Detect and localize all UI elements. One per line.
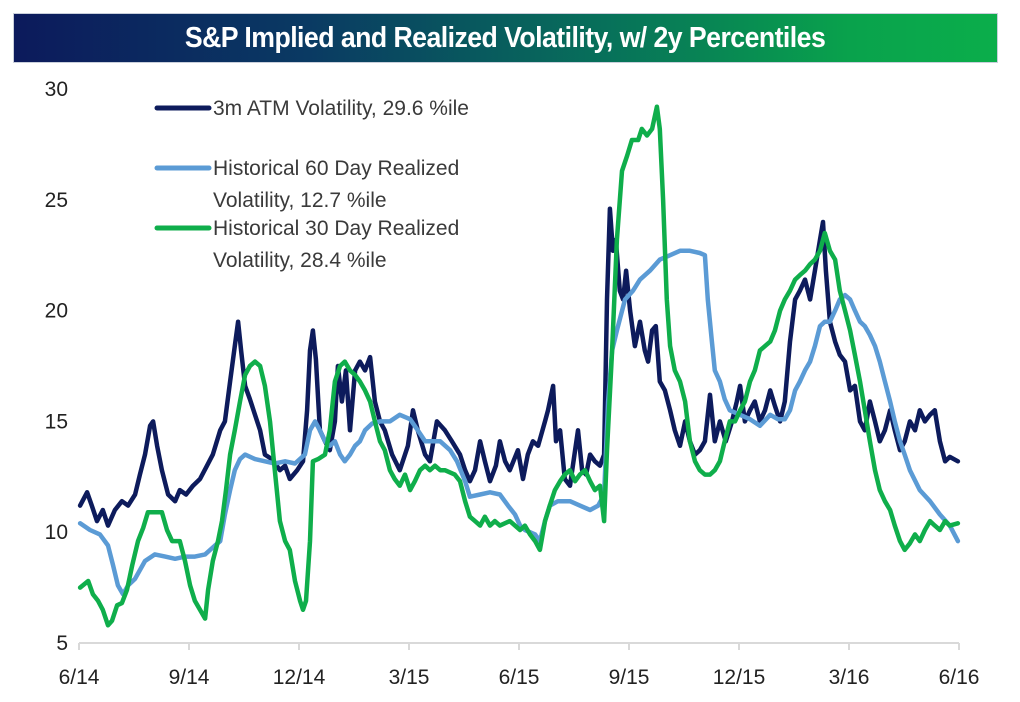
y-tick-label: 5 [56, 632, 68, 655]
y-tick-label: 25 [45, 189, 68, 212]
legend-label: Historical 60 Day Realized [213, 157, 459, 180]
legend-label: 3m ATM Volatility, 29.6 %ile [213, 97, 469, 120]
x-tick-label: 3/16 [829, 666, 870, 689]
series-layer [77, 104, 961, 628]
x-tick-label: 6/15 [499, 666, 540, 689]
y-tick-label: 10 [45, 521, 68, 544]
chart-title-bar: S&P Implied and Realized Volatility, w/ … [13, 13, 998, 63]
series-line-3m-atm [77, 206, 961, 528]
y-tick-label: 20 [45, 300, 68, 323]
x-tick-label: 9/14 [169, 666, 210, 689]
legend-label: Historical 30 Day Realized [213, 217, 459, 240]
legend-label: Volatility, 28.4 %ile [213, 249, 387, 272]
x-tick-label: 9/15 [609, 666, 650, 689]
x-tick-label: 6/16 [939, 666, 980, 689]
x-tick-label: 12/14 [273, 666, 326, 689]
axes: 6/14 9/14 12/14 3/15 6/15 9/15 12/15 3/16 6/16 30… [45, 78, 980, 689]
legend-label: Volatility, 12.7 %ile [213, 189, 387, 212]
x-tick-label: 12/15 [713, 666, 766, 689]
x-tick-label: 6/14 [59, 666, 100, 689]
x-tick-label: 3/15 [389, 666, 430, 689]
y-tick-label: 15 [45, 410, 68, 433]
chart-title: S&P Implied and Realized Volatility, w/ … [185, 21, 826, 54]
legend: 3m ATM Volatility, 29.6 %ile Historical 6… [154, 97, 469, 272]
y-tick-label: 30 [45, 78, 68, 101]
series-line-30d-realized [77, 104, 961, 628]
